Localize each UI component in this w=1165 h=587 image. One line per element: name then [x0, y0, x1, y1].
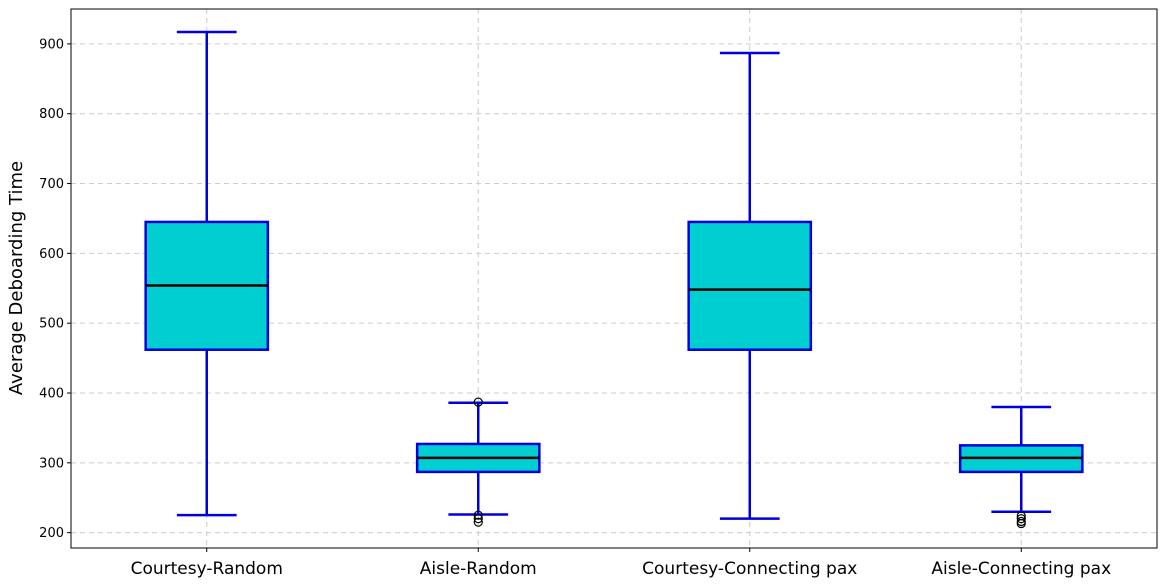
- x-tick-label: Aisle-Random: [420, 559, 537, 579]
- y-tick-label: 700: [39, 177, 64, 192]
- outlier-point: [473, 517, 483, 527]
- plot-area-frame: [70, 8, 1158, 549]
- outlier-point: [473, 514, 483, 524]
- box-group: [415, 397, 541, 527]
- x-tick-label: Aisle-Connecting pax: [931, 559, 1111, 579]
- y-tick-label: 400: [39, 387, 64, 402]
- box-group: [958, 405, 1084, 529]
- outlier-point: [1016, 518, 1026, 529]
- x-axis: Courtesy-Random Aisle-Random Courtesy-Conn…: [131, 548, 1111, 579]
- y-tick-label: 300: [39, 456, 64, 471]
- iqr-box: [687, 220, 813, 351]
- y-tick-label: 200: [39, 526, 64, 541]
- outlier-point: [473, 397, 483, 407]
- y-tick-label: 500: [39, 317, 64, 332]
- y-axis: 200 300 400 500 600 700 800 900: [39, 37, 71, 541]
- box-group: [144, 30, 270, 517]
- box-group: [687, 51, 813, 520]
- x-tick-label: Courtesy-Connecting pax: [642, 559, 857, 579]
- y-axis-label: Average Deboarding Time: [6, 161, 27, 395]
- outlier-point: [473, 510, 483, 520]
- y-tick-label: 600: [39, 247, 64, 262]
- y-tick-label: 800: [39, 107, 64, 122]
- x-tick-label: Courtesy-Random: [131, 559, 283, 579]
- box-series: [144, 30, 1084, 529]
- y-tick-label: 900: [39, 37, 64, 52]
- outlier-point: [1016, 514, 1026, 524]
